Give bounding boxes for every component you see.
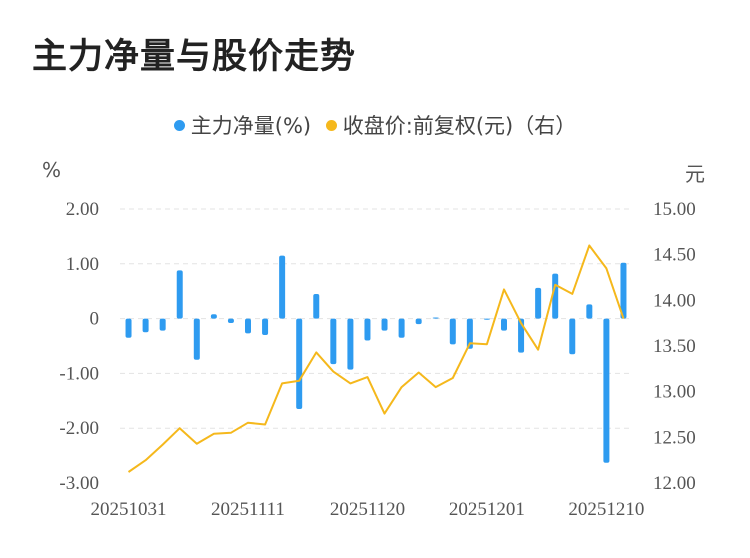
net-bar [313,293,320,319]
net-bar [586,304,593,319]
right-tick-label: 14.00 [653,290,696,311]
legend-label-net: 主力净量(%) [190,114,312,138]
net-bar [193,318,200,360]
net-bar [159,318,166,331]
right-tick-label: 15.00 [653,199,696,220]
right-tick-label: 13.50 [653,336,696,357]
net-bar [535,287,542,319]
net-bar [176,270,183,319]
x-tick-label: 20251210 [568,499,644,520]
x-tick-label: 20251031 [91,499,167,520]
net-bar [262,318,269,336]
right-tick-label: 12.00 [653,473,696,494]
net-bar [603,318,610,463]
net-bar [227,318,234,323]
legend-dot-net-icon [173,119,185,131]
left-tick-label: 1.00 [66,254,99,275]
net-bar [415,318,422,325]
price-line [127,244,625,473]
legend-item-price[interactable]: 收盘价:前复权(元)（右） [325,110,577,140]
left-tick-label: -1.00 [59,363,99,384]
left-tick-label: -3.00 [59,473,99,494]
right-tick-label: 14.50 [653,245,696,266]
x-tick-label: 20251120 [330,499,405,520]
net-bar [398,318,405,338]
right-tick-label: 13.00 [653,382,696,403]
net-bar [483,318,490,320]
net-bar [125,318,132,338]
legend-label-price: 收盘价:前复权(元)（右） [342,114,577,138]
net-bar [432,317,439,319]
net-bar [210,314,217,319]
legend-dot-price-icon [325,119,337,131]
net-bar [347,318,354,370]
legend: 主力净量(%) 收盘价:前复权(元)（右） [0,110,750,140]
net-bar [620,262,627,319]
right-tick-label: 12.50 [653,427,696,448]
right-axis-unit: 元 [685,162,705,186]
chart-title: 主力净量与股价走势 [32,37,357,77]
left-axis-unit: % [42,158,62,182]
x-tick-label: 20251201 [449,499,525,520]
legend-item-net[interactable]: 主力净量(%) [173,110,312,140]
net-bar [245,318,251,334]
net-bar [466,318,473,349]
x-tick-label: 20251111 [211,499,285,520]
left-tick-label: 2.00 [66,199,99,220]
left-tick-label: -2.00 [59,418,99,439]
net-bar [330,318,337,365]
net-bar [279,255,286,319]
net-bar [449,318,456,345]
net-bar [364,318,371,341]
net-bar [381,318,388,331]
net-bar [501,318,507,331]
net-bar [142,318,149,333]
net-bar [296,318,303,410]
left-tick-label: 0 [90,309,100,330]
net-bar [569,318,576,355]
